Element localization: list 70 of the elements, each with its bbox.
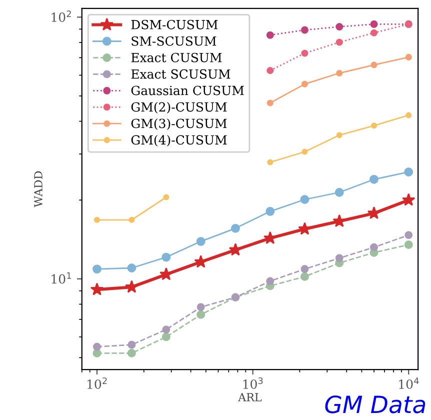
point [300, 26, 308, 34]
point [196, 310, 206, 319]
point [332, 214, 346, 227]
point [367, 206, 381, 220]
point [196, 236, 206, 246]
point [370, 20, 378, 28]
point [404, 231, 413, 240]
legend-label: Exact CUSUM [131, 52, 222, 62]
point [266, 100, 274, 106]
point [127, 348, 136, 358]
legend-label: GM(2)-CUSUM [131, 102, 227, 114]
point [163, 194, 170, 200]
legend-label: DSM-CUSUM [131, 20, 218, 30]
point [405, 54, 412, 60]
point [128, 216, 135, 223]
point [402, 193, 416, 206]
point [298, 222, 312, 235]
point [300, 272, 309, 281]
point [128, 340, 136, 349]
point [194, 255, 208, 268]
x-tick-label: 10$^{3}$ [243, 377, 263, 389]
y-tick-label: 10$^{1}$ [52, 272, 71, 284]
point [336, 70, 343, 76]
y-axis-title: WADD [34, 171, 42, 208]
point [336, 22, 344, 30]
point [336, 38, 343, 46]
legend-label: GM(3)-CUSUM [131, 118, 227, 130]
point [162, 252, 171, 262]
point [370, 62, 378, 68]
point [335, 254, 344, 262]
point [94, 216, 100, 223]
point [92, 264, 102, 274]
point [336, 132, 342, 138]
point [92, 348, 102, 358]
legend-label: Exact SCUSUM [131, 69, 230, 79]
point [301, 80, 308, 88]
legend-label: Gaussian CUSUM [131, 86, 244, 96]
point [266, 206, 275, 216]
point [266, 277, 274, 286]
point [266, 31, 274, 39]
point [230, 224, 240, 233]
point [302, 148, 308, 155]
x-axis-title: ARL [238, 393, 262, 402]
point [370, 122, 378, 129]
point [92, 342, 101, 351]
point [334, 188, 344, 197]
point [300, 265, 309, 274]
point [125, 280, 138, 293]
point [300, 195, 310, 204]
point [127, 264, 136, 272]
legend-label: GM(4)-CUSUM [131, 134, 227, 146]
point [90, 282, 104, 296]
point [228, 242, 242, 256]
point [370, 174, 378, 184]
point [162, 332, 170, 342]
point [370, 243, 378, 252]
point [267, 159, 274, 166]
point [196, 303, 205, 312]
point [301, 50, 308, 57]
point [406, 112, 412, 118]
text: GM Data [325, 395, 426, 414]
point [162, 326, 170, 334]
x-tick-label: 10$^{4}$ [399, 378, 419, 389]
x-tick-label: 10$^{2}$ [88, 377, 107, 389]
legend-label: SM-SCUSUM [132, 36, 216, 46]
point [266, 67, 274, 74]
point [370, 29, 378, 36]
point [404, 168, 414, 176]
point [404, 240, 413, 249]
point [160, 267, 173, 280]
